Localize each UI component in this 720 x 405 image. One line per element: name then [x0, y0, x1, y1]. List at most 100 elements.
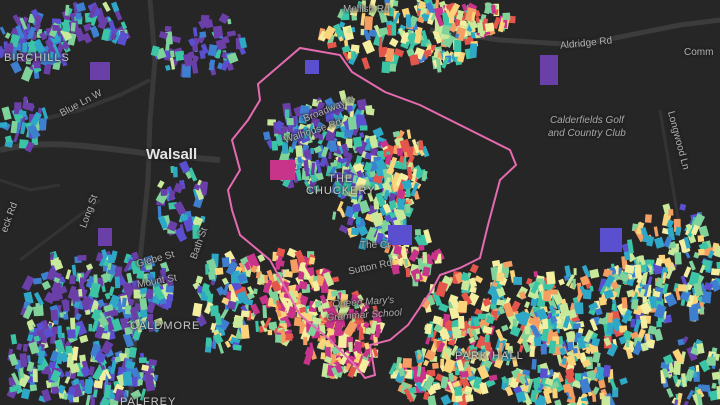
parcel [100, 340, 114, 355]
parcel [157, 180, 165, 189]
parcel [515, 391, 527, 403]
parcel [291, 135, 299, 150]
parcel [409, 54, 420, 66]
parcel [639, 288, 646, 298]
parcel [102, 1, 111, 12]
parcel [673, 360, 682, 376]
parcel [303, 149, 312, 159]
parcel [459, 370, 469, 378]
parcel [406, 129, 412, 139]
parcel [48, 361, 57, 369]
parcel [645, 338, 656, 349]
parcel [216, 286, 226, 296]
parcel [442, 351, 452, 364]
parcel [172, 166, 178, 178]
parcel [596, 366, 603, 381]
parcel [382, 176, 392, 190]
parcel [696, 342, 705, 355]
parcel [469, 286, 477, 294]
parcel [18, 139, 29, 149]
parcel [174, 226, 188, 243]
parcel [503, 260, 513, 268]
parcel [341, 45, 351, 54]
parcel [561, 357, 567, 365]
parcel [33, 335, 40, 342]
parcel [388, 0, 396, 9]
parcel [652, 290, 661, 298]
parcel [683, 266, 692, 278]
parcel [169, 50, 175, 58]
parcel [451, 326, 462, 339]
parcel [153, 374, 159, 382]
parcel [396, 188, 406, 200]
parcel [692, 213, 706, 229]
parcel [536, 308, 549, 322]
parcel [117, 31, 129, 46]
parcel [711, 382, 717, 389]
parcel [107, 254, 115, 264]
parcel [9, 385, 18, 393]
parcel [37, 350, 46, 365]
parcel [327, 41, 337, 49]
parcel [307, 322, 319, 337]
parcel [110, 33, 117, 41]
parcel [3, 41, 8, 49]
parcel [287, 289, 299, 305]
parcel [362, 347, 371, 358]
parcel [226, 30, 237, 37]
parcel [19, 51, 28, 63]
parcel [403, 219, 407, 228]
parcel [452, 380, 461, 389]
parcel [122, 332, 134, 348]
parcel [83, 266, 93, 279]
parcel [322, 25, 336, 41]
parcel [192, 27, 198, 37]
parcel [121, 297, 127, 308]
parcel [360, 28, 365, 36]
parcel [695, 364, 700, 372]
parcel [11, 372, 21, 386]
parcel [124, 326, 133, 335]
parcel [130, 367, 142, 381]
parcel [295, 284, 301, 292]
parcel [492, 16, 501, 30]
parcel [418, 140, 424, 151]
parcel [585, 346, 592, 355]
parcel [77, 255, 87, 261]
parcel [464, 354, 470, 361]
parcel [95, 252, 104, 262]
parcel [414, 32, 422, 44]
parcel [410, 182, 420, 197]
parcel [388, 63, 396, 72]
parcel [74, 320, 88, 336]
parcel [369, 0, 377, 10]
parcel [104, 375, 109, 386]
parcel [698, 225, 710, 238]
parcel [501, 375, 508, 384]
parcel [566, 354, 577, 367]
parcel [639, 315, 648, 329]
parcel [26, 361, 35, 373]
parcel [90, 398, 96, 405]
parcel [497, 21, 506, 33]
parcel [220, 307, 230, 319]
parcel [475, 16, 481, 24]
parcel [442, 358, 456, 374]
parcel [173, 201, 187, 216]
parcel [416, 349, 424, 358]
parcel [27, 123, 41, 140]
parcel [355, 155, 363, 165]
parcel [70, 317, 76, 332]
parcel [423, 229, 432, 244]
parcel [303, 336, 308, 346]
parcel [511, 356, 518, 368]
parcel [562, 315, 571, 329]
parcel [326, 121, 338, 133]
parcel [663, 236, 673, 248]
parcel [274, 303, 282, 318]
parcel [338, 177, 346, 184]
parcel [484, 2, 492, 15]
parcel [699, 264, 706, 274]
